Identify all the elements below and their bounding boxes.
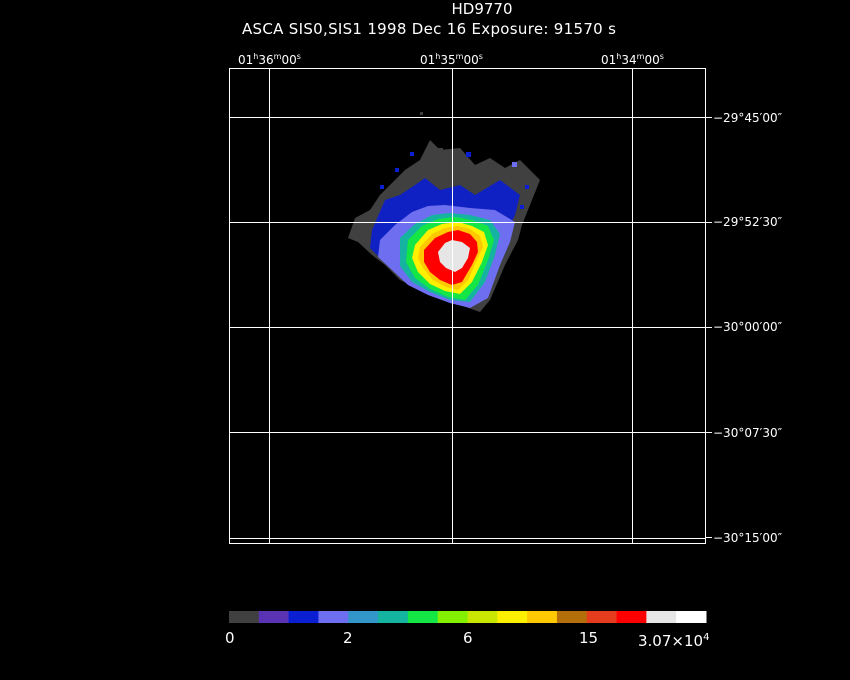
colorbar-label-6: 6 xyxy=(463,629,473,647)
colorbar-segment xyxy=(229,611,260,623)
colorbar-label-15: 15 xyxy=(579,629,599,647)
colorbar-label-2: 2 xyxy=(343,629,353,647)
colorbar-segment xyxy=(258,611,290,623)
colorbar-segment xyxy=(467,611,498,623)
colorbar-segment xyxy=(437,611,468,623)
colorbar-segment xyxy=(378,611,409,623)
colorbar-segment xyxy=(318,611,349,623)
colorbar-segment xyxy=(556,611,588,623)
colorbar-segment xyxy=(676,611,707,623)
colorbar-segment xyxy=(616,611,647,623)
colorbar-segment xyxy=(646,611,677,623)
dec-label-2: −29°52′30″ xyxy=(713,215,783,229)
colorbar-label-max: 3.07×104 xyxy=(638,632,710,650)
dec-label-1: −29°45′00″ xyxy=(713,111,783,125)
emission-peak xyxy=(438,240,470,272)
colorbar-label-0: 0 xyxy=(225,629,235,647)
intensity-colorbar xyxy=(229,611,707,623)
dec-label-3: −30°00′00″ xyxy=(713,320,783,334)
ra-label-0136: 01h36m00s xyxy=(238,52,301,67)
colorbar-segment xyxy=(497,611,528,623)
colorbar-segment xyxy=(586,611,618,623)
colorbar-segment xyxy=(527,611,558,623)
observation-info: ASCA SIS0,SIS1 1998 Dec 16 Exposure: 915… xyxy=(242,20,617,38)
dec-label-5: −30°15′00″ xyxy=(713,531,783,545)
colorbar-segment xyxy=(288,611,319,623)
ra-label-0135: 01h35m00s xyxy=(420,52,483,67)
colorbar-segment xyxy=(348,611,379,623)
ra-label-0134: 01h34m00s xyxy=(601,52,664,67)
coordinate-grid xyxy=(229,68,712,544)
plot-frame xyxy=(229,68,706,544)
image-title: HD9770 xyxy=(451,0,513,18)
xray-source-image xyxy=(348,112,540,312)
dec-label-4: −30°07′30″ xyxy=(713,426,783,440)
colorbar-segment xyxy=(407,611,439,623)
